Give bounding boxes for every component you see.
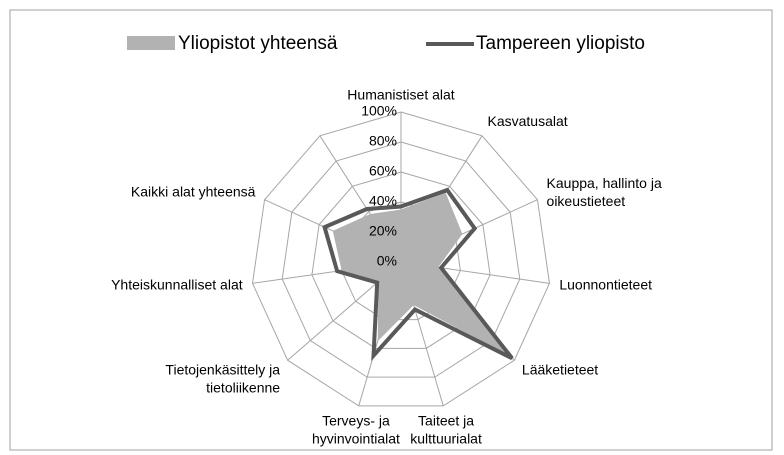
category-label: Taiteet ja kulttuurialat [410,412,482,446]
grid-ring [252,111,550,407]
tick-label: 0% [377,253,397,269]
legend-label: Yliopistot yhteensä [178,33,338,54]
category-label: Kauppa, hallinto ja oikeustieteet [547,175,662,209]
category-label: Terveys- ja hyvinvointialat [312,412,400,446]
category-label: Lääketieteet [522,361,598,377]
grid-ring [311,171,491,349]
legend-label: Tampereen yliopisto [476,33,645,54]
grid-ring [281,141,521,378]
tick-label: 20% [369,223,397,239]
category-label: Kaikki alat yhteensä [131,184,256,200]
category-label: Kasvatusalat [488,113,568,129]
category-label: Yhteiskunnalliset alat [111,276,243,292]
area [332,192,509,356]
category-label: Tietojenkäsittely ja tietoliikenne [165,361,280,395]
tick-label: 60% [369,163,397,179]
category-label: Luonnontieteet [559,276,652,292]
legend-swatch [127,36,175,50]
tick-label: 80% [369,133,397,149]
tick-label: 40% [369,193,397,209]
category-label: Humanistiset alat [347,87,454,103]
tick-label: 100% [361,103,397,119]
line [322,187,514,362]
